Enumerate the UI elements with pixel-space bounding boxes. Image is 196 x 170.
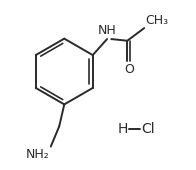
Text: O: O xyxy=(124,63,134,76)
Text: Cl: Cl xyxy=(141,122,155,136)
Text: CH₃: CH₃ xyxy=(145,14,168,27)
Text: NH₂: NH₂ xyxy=(26,148,50,161)
Text: NH: NH xyxy=(98,24,116,37)
Text: H: H xyxy=(118,122,128,136)
